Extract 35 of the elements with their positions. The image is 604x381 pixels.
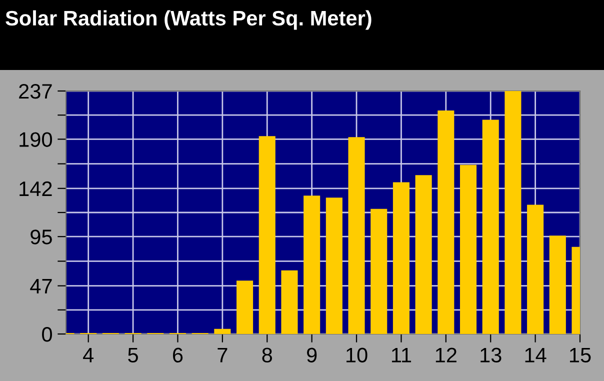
y-tick-label: 47 (30, 279, 52, 294)
chart-title: Solar Radiation (Watts Per Sq. Meter) (6, 10, 372, 30)
bar (236, 280, 254, 334)
bar (258, 136, 276, 334)
bar (460, 164, 477, 334)
bar (549, 236, 566, 334)
bar (281, 270, 298, 334)
y-tick-label: 0 (42, 327, 52, 342)
x-tick-label: 12 (436, 348, 456, 362)
x-tick-label: 5 (128, 348, 138, 362)
bar (304, 196, 320, 334)
bar (370, 208, 388, 334)
x-tick-label: 7 (218, 348, 228, 362)
bar (527, 204, 544, 334)
bar (504, 91, 522, 334)
bar (482, 120, 499, 334)
y-tick-label: 142 (20, 181, 52, 196)
x-tick-label: 13 (480, 348, 502, 362)
bar (392, 182, 410, 334)
y-tick-label: 95 (30, 230, 52, 244)
x-tick-label: 15 (570, 348, 591, 362)
bar (438, 110, 454, 334)
bar (348, 137, 365, 334)
x-tick-label: 11 (392, 348, 412, 362)
bar (326, 198, 342, 334)
y-tick-label: 190 (20, 132, 52, 147)
x-tick-label: 14 (525, 348, 546, 362)
x-tick-label: 6 (173, 348, 183, 362)
bar (214, 328, 231, 334)
x-tick-label: 8 (262, 348, 272, 362)
x-tick-label: 10 (346, 348, 368, 362)
bar (415, 175, 432, 334)
x-tick-label: 9 (307, 348, 317, 362)
y-tick-label: 237 (19, 84, 52, 99)
x-tick-label: 4 (83, 348, 94, 362)
